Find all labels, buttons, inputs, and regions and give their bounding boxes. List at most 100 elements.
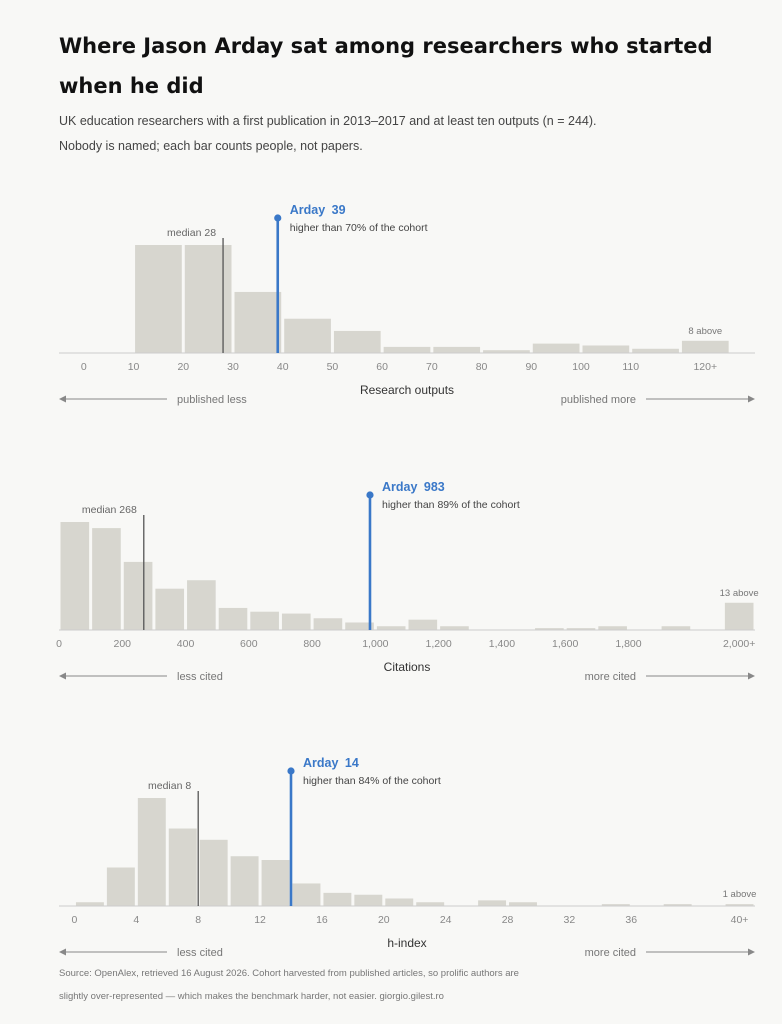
x-tick-label: 0 [72,914,78,926]
x-tick-label: 8 [195,914,201,926]
x-axis-title: h-index [387,936,426,950]
right-arrow-icon [748,395,755,403]
outputs-histogram: 8 above 0 10 20 30 40 50 60 70 80 90 100 110 120+ Rese… [59,203,755,406]
arday-label: Arday 983 [382,480,445,494]
arday-value: 39 [332,203,346,217]
arday-label: Arday 39 [290,203,346,217]
histogram-bar [582,345,630,353]
x-tick-label: 28 [502,914,514,926]
x-tick-label: 100 [572,361,590,373]
x-tick-label: 4 [133,914,139,926]
chart-title: Where Jason Arday sat among researchers … [59,34,713,98]
arday-name: Arday [303,756,342,770]
x-tick-label: 50 [327,361,339,373]
arday-name: Arday [382,480,421,494]
arday-percentile-text: higher than 89% of the cohort [382,499,520,511]
overflow-bar [724,602,754,630]
histogram-bar [566,628,596,630]
histogram-bar [106,867,135,906]
histogram-bar [75,902,104,906]
left-direction-label: published less [177,394,247,406]
source-note: Source: OpenAlex, retrieved 16 August 20… [59,962,739,1008]
x-tick-label: 1,800 [615,638,641,650]
source-note-line-1: Source: OpenAlex, retrieved 16 August 20… [59,968,519,979]
histogram-bar [663,904,692,906]
histogram-bar [292,883,321,906]
median-label: median 8 [148,780,191,792]
left-arrow-icon [59,395,66,403]
histogram-bar [478,900,507,906]
x-tick-label: 400 [177,638,195,650]
x-axis-title: Research outputs [360,383,454,397]
histogram-bar [60,522,90,630]
x-tick-label-overflow: 40+ [731,914,749,926]
histogram-bar [408,619,438,630]
overflow-label: 1 above [723,889,757,900]
x-tick-label: 30 [227,361,239,373]
arday-name: Arday [290,203,329,217]
x-tick-label: 24 [440,914,452,926]
x-tick-label: 200 [114,638,132,650]
arday-percentile-text: higher than 84% of the cohort [303,775,441,787]
histogram-bar [632,348,679,353]
source-note-line-2: slightly over-represented — which makes … [59,991,444,1002]
histogram-bar [661,626,691,630]
median-label: median 268 [82,504,137,516]
histogram-bar [250,611,279,630]
citations-histogram: 13 above 0 200 400 600 800 1,000 1,200 1,400 1,60… [56,480,759,683]
median-label: median 28 [167,227,216,239]
histogram-bar [376,626,406,630]
x-tick-label: 600 [240,638,258,650]
histogram-bar [187,580,216,630]
histogram-bar [230,856,259,906]
x-tick-label: 10 [128,361,140,373]
histogram-bar [601,904,630,906]
x-tick-label: 60 [376,361,388,373]
arday-label: Arday 14 [303,756,359,770]
histogram-bar [281,613,311,630]
x-tick-label: 1,600 [552,638,578,650]
arday-marker-dot [287,767,295,775]
histogram-bar [92,528,121,630]
x-tick-label: 12 [254,914,266,926]
subtitle-line-2: Nobody is named; each bar counts people,… [59,139,363,153]
x-tick-label-overflow: 2,000+ [723,638,755,650]
x-tick-label: 70 [426,361,438,373]
histogram-bar [509,902,537,906]
x-tick-label: 32 [564,914,576,926]
histogram-bar [323,892,352,906]
overflow-bar [681,340,729,353]
x-tick-label: 110 [622,361,639,373]
x-tick-label: 0 [56,638,62,650]
histogram-bar [354,894,383,906]
left-direction-label: less cited [177,671,223,683]
histogram-bar [123,561,153,630]
x-tick-label: 800 [303,638,321,650]
h-index-histogram: 1 above 0 4 8 12 16 20 24 28 32 36 40+ h-index less c… [59,756,757,959]
histogram-bar [168,828,197,906]
histogram-bar [383,346,431,353]
overflow-label: 8 above [688,326,722,337]
arday-marker-dot [366,491,374,499]
histogram-bar [184,245,232,353]
histogram-bar [598,626,627,630]
histogram-bar [313,618,343,630]
histogram-bar [440,626,469,630]
histogram-bar [218,607,248,630]
x-axis-title: Citations [384,660,431,674]
right-arrow-icon [748,948,755,956]
histogram-bar [532,343,580,353]
right-direction-label: more cited [585,947,636,959]
arday-value: 983 [424,480,445,494]
x-tick-label: 0 [81,361,87,373]
x-tick-label: 40 [277,361,289,373]
right-arrow-icon [748,672,755,680]
histogram-bar [135,245,182,353]
x-tick-label: 1,200 [425,638,451,650]
left-arrow-icon [59,672,66,680]
histogram-bar [535,628,564,630]
histogram-bar [483,350,530,353]
x-tick-label-overflow: 120+ [693,361,717,373]
histogram-bar [416,902,445,906]
histogram-bar [234,291,282,353]
